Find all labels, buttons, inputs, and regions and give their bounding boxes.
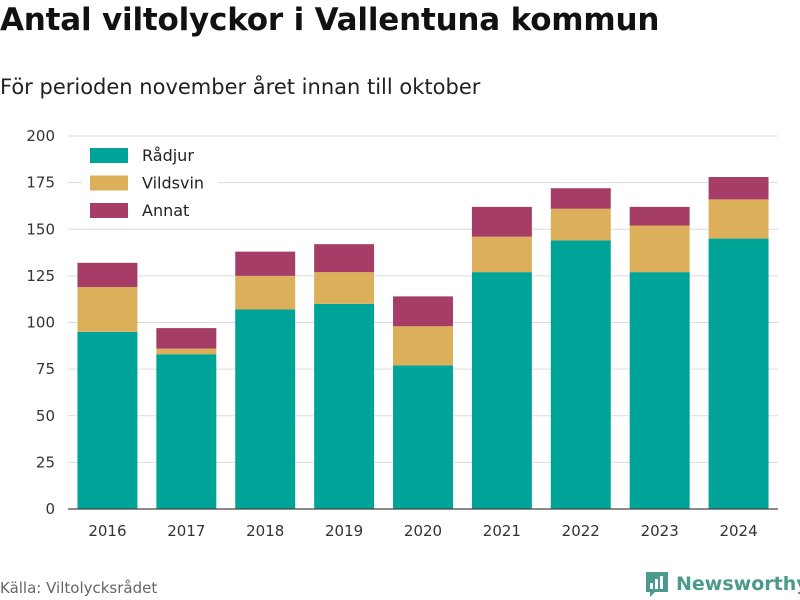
y-tick-label: 100 [26,314,55,332]
bar-annat-2016[interactable] [77,262,138,288]
bar-rådjur-2022[interactable] [550,240,611,509]
bar-annat-2020[interactable] [393,296,453,327]
newsworthy-logo-icon [646,572,668,597]
y-tick-label: 150 [26,220,55,238]
legend: Rådjur Vildsvin Annat [82,142,218,228]
x-tick-label: 2020 [404,522,442,540]
y-tick-label: 175 [26,174,55,192]
legend-label-rådjur[interactable]: Rådjur [142,146,194,165]
y-tick-label: 0 [45,500,55,518]
y-tick-label: 200 [26,127,55,145]
bar-vildsvin-2019[interactable] [314,272,375,304]
x-tick-label: 2023 [641,522,679,540]
x-tick-label: 2022 [562,522,600,540]
source-note: Källa: Viltolycksrådet [0,579,158,597]
bars [77,177,769,509]
chart-title: Antal viltolyckor i Vallentuna kommun [0,2,660,38]
legend-label-annat[interactable]: Annat [142,201,189,220]
bar-vildsvin-2020[interactable] [393,326,453,366]
bar-annat-2021[interactable] [471,206,532,237]
y-tick-label: 75 [36,360,55,378]
bar-vildsvin-2021[interactable] [471,236,532,273]
x-tick-label: 2024 [719,522,757,540]
legend-swatch-annat [90,203,128,218]
legend-swatch-vildsvin [90,175,128,191]
x-tick-label: 2017 [167,522,205,540]
brand-logo[interactable]: Newsworthy [644,570,800,598]
x-tick-label: 2016 [88,522,126,540]
brand-name: Newsworthy [676,573,800,595]
bar-rådjur-2020[interactable] [393,365,453,509]
bar-rådjur-2016[interactable] [77,331,138,509]
x-tick-label: 2019 [325,522,363,540]
bar-annat-2022[interactable] [550,188,611,209]
x-tick-label: 2018 [246,522,284,540]
bar-annat-2023[interactable] [629,206,690,226]
bar-rådjur-2024[interactable] [708,238,769,509]
bar-rådjur-2019[interactable] [314,303,375,509]
bar-vildsvin-2017[interactable] [156,348,217,355]
bar-vildsvin-2018[interactable] [235,275,296,310]
bar-annat-2017[interactable] [156,328,217,349]
bar-vildsvin-2024[interactable] [708,199,769,239]
legend-label-vildsvin[interactable]: Vildsvin [142,174,204,193]
chart-subtitle: För perioden november året innan till ok… [0,75,481,99]
bar-annat-2024[interactable] [708,177,769,200]
bar-annat-2018[interactable] [235,251,296,276]
bar-vildsvin-2023[interactable] [629,225,690,273]
bar-annat-2019[interactable] [314,244,375,273]
bar-vildsvin-2016[interactable] [77,287,138,332]
bar-vildsvin-2022[interactable] [550,208,611,241]
y-tick-label: 50 [36,407,55,425]
bar-rådjur-2021[interactable] [471,272,532,509]
y-tick-label: 125 [26,267,55,285]
bar-rådjur-2023[interactable] [629,272,690,509]
y-axis-ticks: 0 25 50 75 100 125 150 175 200 [26,127,55,518]
x-axis-ticks: 2016 2017 2018 2019 2020 2021 2022 2023 2024 [88,522,757,540]
y-tick-label: 25 [36,453,55,471]
bar-rådjur-2018[interactable] [235,309,296,509]
bar-rådjur-2017[interactable] [156,354,217,509]
legend-swatch-rådjur [90,148,128,163]
x-tick-label: 2021 [483,522,521,540]
